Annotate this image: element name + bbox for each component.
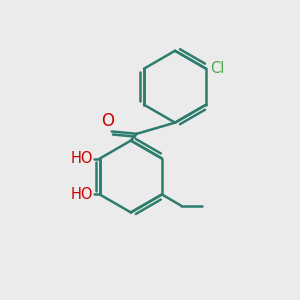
Text: HO: HO <box>71 151 93 166</box>
Text: Cl: Cl <box>210 61 224 76</box>
Text: HO: HO <box>71 187 93 202</box>
Text: O: O <box>101 112 114 130</box>
